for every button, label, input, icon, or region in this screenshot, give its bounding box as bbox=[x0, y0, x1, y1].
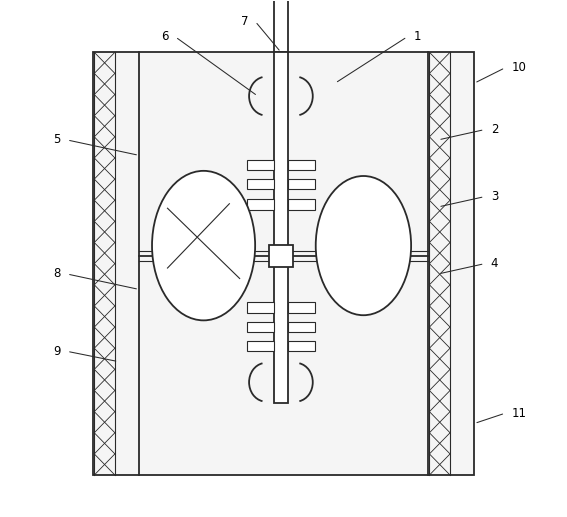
Bar bbox=[269, 245, 293, 267]
Text: 4: 4 bbox=[491, 257, 498, 270]
Text: 5: 5 bbox=[53, 133, 61, 146]
Bar bbox=[247, 322, 274, 332]
Ellipse shape bbox=[316, 176, 411, 315]
Bar bbox=[288, 160, 315, 170]
Ellipse shape bbox=[152, 171, 255, 321]
Text: 8: 8 bbox=[53, 267, 61, 280]
Bar bbox=[288, 199, 315, 209]
Text: 6: 6 bbox=[162, 31, 169, 43]
Text: 1: 1 bbox=[413, 31, 421, 43]
Bar bbox=[274, 256, 288, 403]
Bar bbox=[274, 52, 288, 256]
Text: 3: 3 bbox=[491, 190, 498, 203]
Text: 10: 10 bbox=[511, 61, 526, 74]
Bar bbox=[288, 341, 315, 352]
Bar bbox=[288, 178, 315, 189]
Text: 2: 2 bbox=[491, 123, 498, 136]
Bar bbox=[288, 302, 315, 313]
Bar bbox=[247, 160, 274, 170]
Bar bbox=[247, 302, 274, 313]
Bar bbox=[247, 341, 274, 352]
Bar bbox=[247, 178, 274, 189]
Text: 11: 11 bbox=[511, 407, 526, 420]
Bar bbox=[247, 199, 274, 209]
Bar bbox=[139, 52, 428, 475]
Text: 9: 9 bbox=[53, 345, 61, 358]
Bar bbox=[93, 52, 474, 475]
Bar bbox=[288, 322, 315, 332]
Text: 7: 7 bbox=[242, 15, 249, 28]
